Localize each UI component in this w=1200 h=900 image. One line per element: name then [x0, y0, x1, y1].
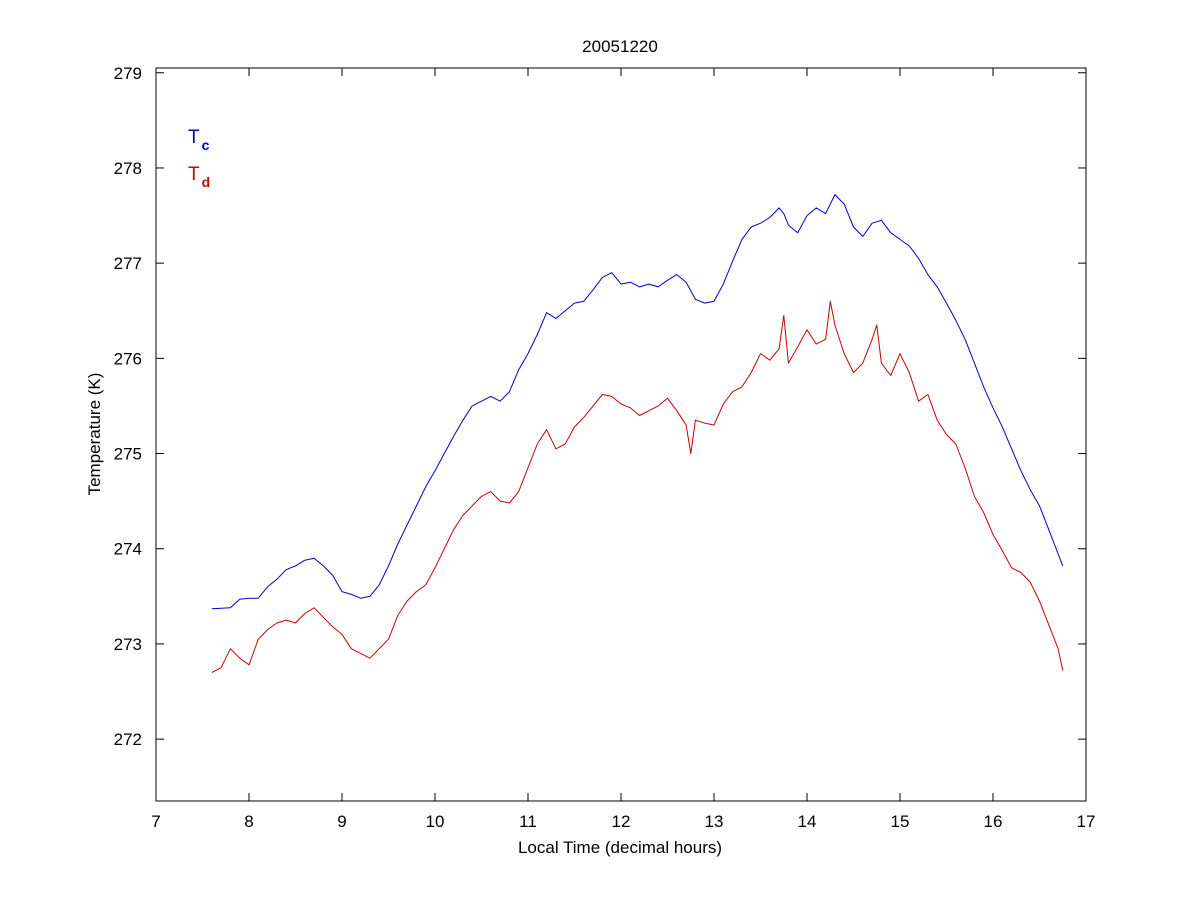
x-tick-label: 16: [984, 812, 1003, 831]
y-tick-label: 276: [114, 349, 142, 368]
chart-title: 20051220: [582, 37, 658, 56]
y-tick-label: 272: [114, 730, 142, 749]
x-axis-title: Local Time (decimal hours): [518, 838, 722, 857]
legend-entry-main: T: [188, 164, 200, 185]
axis-ticks: 7 8 9 10 11 12 13 14 15 16 17 272 273 274 275 276 277 278…: [114, 64, 1096, 831]
legend-entry-subscript: d: [202, 174, 211, 190]
series-line-td: [211, 300, 1064, 673]
x-tick-label: 14: [798, 812, 817, 831]
x-tick-label: 15: [891, 812, 910, 831]
x-tick-label: 7: [151, 812, 160, 831]
y-axis-title: Temperature (K): [85, 373, 104, 496]
series-layer: [211, 194, 1064, 673]
series-line-tc: [211, 194, 1064, 610]
y-tick-label: 273: [114, 635, 142, 654]
x-tick-label: 13: [705, 812, 724, 831]
x-tick-label: 11: [519, 812, 537, 831]
y-tick-label: 275: [114, 445, 142, 464]
y-tick-label: 277: [114, 254, 142, 273]
x-tick-label: 8: [244, 812, 253, 831]
legend-entry-main: T: [188, 127, 200, 148]
y-tick-label: 278: [114, 159, 142, 178]
x-tick-label: 10: [426, 812, 445, 831]
y-tick-label: 279: [114, 64, 142, 83]
x-tick-label: 17: [1077, 812, 1096, 831]
x-tick-label: 12: [612, 812, 631, 831]
x-tick-label: 9: [337, 812, 346, 831]
legend-entry-subscript: c: [202, 137, 210, 153]
y-tick-label: 274: [114, 540, 142, 559]
